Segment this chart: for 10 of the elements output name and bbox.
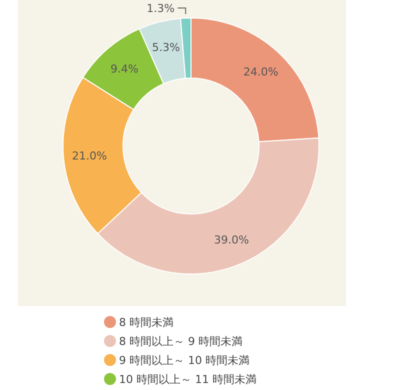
data-label: 21.0% (72, 150, 107, 163)
legend-label: 10 時間以上～ 11 時間未満 (119, 373, 256, 386)
data-label: 1.3% (146, 2, 175, 15)
data-label: 9.4% (110, 62, 138, 76)
data-label: 5.3% (152, 41, 180, 54)
legend-label: 9 時間以上～ 10 時間未満 (119, 354, 250, 367)
legend-label: 8 時間未満 (119, 316, 174, 329)
data-label: 24.0% (243, 66, 278, 79)
legend-label: 8 時間以上～ 9 時間未満 (119, 335, 242, 348)
data-label: 39.0% (214, 234, 249, 247)
